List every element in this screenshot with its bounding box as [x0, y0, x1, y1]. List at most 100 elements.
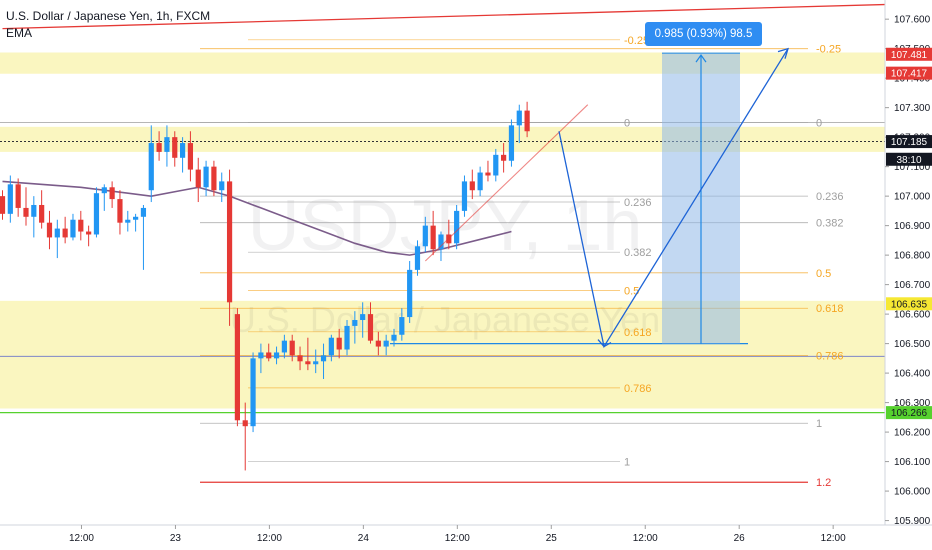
candle-body	[516, 110, 522, 126]
bullish-candle	[422, 216, 428, 253]
price-tick-label: 106.500	[894, 339, 931, 350]
candle-body	[133, 216, 139, 220]
bearish-candle	[305, 337, 311, 371]
candle-body	[383, 340, 389, 347]
bullish-candle	[148, 125, 154, 203]
fib-lower-label: -0.25	[624, 35, 649, 47]
bullish-candle	[391, 328, 397, 347]
bearish-candle	[109, 181, 115, 208]
drawing-lines	[2, 3, 889, 349]
fib-upper-label: 0.5	[816, 268, 831, 280]
bearish-candle	[469, 169, 475, 200]
fib-upper-label: 1	[816, 418, 822, 430]
bearish-candle	[242, 402, 248, 471]
bearish-candle	[46, 210, 53, 250]
time-tick-label: 12:00	[445, 533, 470, 544]
time-axis-bg	[0, 525, 932, 550]
candle-body	[477, 172, 483, 191]
candle-body	[242, 420, 248, 427]
bullish-candle	[203, 160, 209, 197]
candle-body	[23, 207, 29, 217]
candle-body	[336, 337, 342, 350]
candle-body	[86, 231, 92, 235]
candle-body	[313, 361, 319, 365]
watermark-ticker: USDJPY, 1h	[248, 186, 643, 266]
price-tick-label: 106.300	[894, 398, 931, 409]
fib-upper-label: 1.2	[816, 477, 831, 489]
candle-body	[438, 234, 444, 250]
bearish-candle	[117, 190, 123, 235]
bearish-candle	[336, 328, 342, 359]
fib-lower-label: 0.236	[624, 197, 652, 209]
candle-body	[469, 181, 475, 191]
price-tick-label: 107.000	[894, 192, 931, 203]
candle-body	[164, 137, 170, 152]
fib-lower-label: 0.618	[624, 327, 652, 339]
candle-body	[320, 355, 327, 362]
bearish-candle	[156, 131, 162, 161]
bullish-candle	[125, 210, 131, 232]
price-tick-label: 107.300	[894, 103, 931, 114]
price-tick-label: 106.400	[894, 369, 931, 380]
bullish-candle	[516, 104, 522, 144]
bullish-candle	[70, 213, 76, 241]
candle-body	[493, 154, 499, 176]
projection-arrow-down	[597, 339, 612, 348]
ema-line	[2, 180, 512, 256]
bullish-candle	[31, 196, 37, 238]
price-tags: 107.481 107.417 107.185 38:10 106.635 106.266	[886, 47, 932, 420]
time-tick-label: 26	[734, 533, 746, 544]
time-tick-label: 12:00	[633, 533, 658, 544]
candle-body	[328, 337, 334, 356]
bearish-candle	[266, 343, 272, 362]
bullish-candle	[454, 204, 460, 250]
price-tick-label: 106.700	[894, 280, 931, 291]
bullish-candle	[101, 184, 107, 211]
price-tag: 38:10	[886, 152, 932, 166]
bearish-candle	[226, 169, 233, 326]
bullish-candle	[93, 187, 100, 238]
bullish-candle	[352, 311, 358, 344]
bullish-candle	[461, 175, 468, 217]
price-tick-label: 106.900	[894, 221, 931, 232]
indicator-label[interactable]: EMA	[6, 26, 33, 40]
bearish-candle	[195, 157, 201, 203]
candle-body	[187, 143, 194, 170]
price-tag-bg	[886, 406, 932, 420]
fib-upper-label: -0.25	[816, 44, 841, 56]
candle-body	[226, 181, 233, 303]
symbol-title[interactable]: U.S. Dollar / Japanese Yen, 1h, FXCM	[6, 9, 211, 23]
price-tag-label: 38:10	[896, 155, 921, 166]
candle-body	[501, 154, 507, 161]
watermark: USDJPY, 1h U.S. Dollar / Japanese Yen	[230, 186, 660, 340]
ascending-trend-line	[424, 104, 589, 262]
candle-body	[391, 334, 397, 341]
candle-body	[422, 225, 428, 247]
bullish-candle	[328, 334, 334, 362]
candle-body	[7, 184, 13, 214]
candle-body	[352, 320, 358, 326]
candle-body	[156, 143, 162, 152]
candle-body	[31, 204, 37, 217]
fib-upper-label: 0.382	[816, 218, 844, 230]
bullish-candle	[219, 172, 225, 203]
bullish-candle	[493, 148, 499, 182]
candlesticks	[0, 101, 530, 471]
price-tag: 107.481	[886, 47, 932, 61]
bullish-candle	[164, 125, 170, 167]
measure-arrow-head	[695, 54, 707, 63]
chart-legend: U.S. Dollar / Japanese Yen, 1h, FXCM EMA	[6, 8, 210, 42]
measure-label: 0.985 (0.93%) 98.5	[645, 22, 762, 46]
fib-upper-label: 0.236	[816, 191, 844, 203]
fib-lower-label: 0.5	[624, 286, 639, 298]
price-tag-label: 107.481	[891, 50, 928, 61]
time-tick-label: 12:00	[821, 533, 846, 544]
time-tick-label: 23	[170, 533, 182, 544]
ema-layer	[2, 180, 512, 256]
price-tick-label: 105.900	[894, 516, 931, 527]
bullish-candle	[407, 261, 413, 323]
price-tag: 106.266	[886, 406, 932, 420]
bearish-candle	[367, 302, 374, 344]
